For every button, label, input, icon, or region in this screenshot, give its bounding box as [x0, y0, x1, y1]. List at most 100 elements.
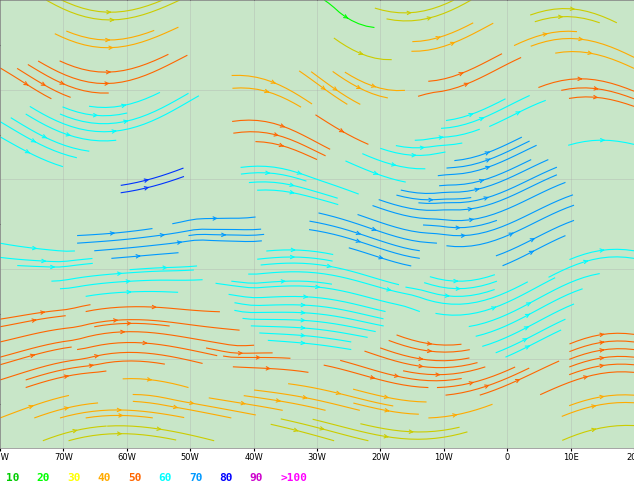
FancyArrowPatch shape	[469, 382, 473, 385]
FancyArrowPatch shape	[600, 333, 604, 337]
FancyArrowPatch shape	[73, 429, 77, 433]
FancyArrowPatch shape	[429, 198, 432, 201]
FancyArrowPatch shape	[359, 51, 363, 54]
FancyArrowPatch shape	[600, 341, 604, 344]
FancyArrowPatch shape	[583, 376, 588, 379]
FancyArrowPatch shape	[119, 414, 122, 417]
FancyArrowPatch shape	[124, 120, 127, 123]
FancyArrowPatch shape	[42, 135, 46, 138]
FancyArrowPatch shape	[459, 73, 463, 75]
FancyArrowPatch shape	[475, 188, 479, 192]
FancyArrowPatch shape	[297, 171, 301, 174]
FancyArrowPatch shape	[530, 239, 534, 242]
FancyArrowPatch shape	[420, 146, 424, 149]
FancyArrowPatch shape	[266, 367, 270, 370]
FancyArrowPatch shape	[453, 414, 456, 417]
FancyArrowPatch shape	[280, 124, 284, 127]
FancyArrowPatch shape	[486, 159, 489, 162]
FancyArrowPatch shape	[385, 409, 389, 412]
FancyArrowPatch shape	[42, 259, 46, 263]
FancyArrowPatch shape	[439, 136, 443, 139]
FancyArrowPatch shape	[407, 11, 411, 15]
FancyArrowPatch shape	[290, 191, 294, 194]
FancyArrowPatch shape	[304, 295, 307, 298]
FancyArrowPatch shape	[469, 114, 473, 117]
FancyArrowPatch shape	[594, 87, 598, 90]
FancyArrowPatch shape	[301, 326, 305, 329]
FancyArrowPatch shape	[526, 303, 531, 306]
FancyArrowPatch shape	[290, 183, 294, 186]
FancyArrowPatch shape	[65, 407, 68, 410]
FancyArrowPatch shape	[372, 227, 376, 231]
FancyArrowPatch shape	[579, 37, 583, 41]
FancyArrowPatch shape	[190, 401, 193, 405]
FancyArrowPatch shape	[336, 391, 340, 394]
FancyArrowPatch shape	[491, 307, 496, 310]
FancyArrowPatch shape	[464, 83, 468, 86]
FancyArrowPatch shape	[41, 311, 44, 314]
FancyArrowPatch shape	[387, 288, 391, 291]
FancyArrowPatch shape	[126, 280, 130, 283]
FancyArrowPatch shape	[31, 139, 36, 142]
FancyArrowPatch shape	[321, 86, 325, 90]
FancyArrowPatch shape	[588, 51, 592, 54]
FancyArrowPatch shape	[479, 118, 484, 121]
FancyArrowPatch shape	[600, 357, 604, 360]
FancyArrowPatch shape	[89, 364, 93, 368]
FancyArrowPatch shape	[427, 349, 431, 352]
FancyArrowPatch shape	[516, 112, 520, 115]
FancyArrowPatch shape	[600, 395, 604, 399]
FancyArrowPatch shape	[327, 264, 331, 268]
FancyArrowPatch shape	[279, 144, 283, 147]
FancyArrowPatch shape	[301, 311, 305, 314]
FancyArrowPatch shape	[110, 18, 113, 22]
FancyArrowPatch shape	[301, 318, 305, 322]
FancyArrowPatch shape	[479, 179, 484, 183]
FancyArrowPatch shape	[24, 82, 28, 85]
Text: 10: 10	[6, 472, 20, 483]
FancyArrowPatch shape	[427, 342, 431, 345]
FancyArrowPatch shape	[238, 351, 242, 355]
FancyArrowPatch shape	[109, 46, 112, 49]
FancyArrowPatch shape	[25, 149, 29, 153]
FancyArrowPatch shape	[122, 104, 126, 107]
FancyArrowPatch shape	[30, 354, 34, 357]
FancyArrowPatch shape	[110, 232, 114, 235]
FancyArrowPatch shape	[290, 255, 294, 259]
FancyArrowPatch shape	[41, 82, 45, 85]
FancyArrowPatch shape	[509, 233, 513, 236]
FancyArrowPatch shape	[144, 179, 148, 182]
FancyArrowPatch shape	[378, 256, 383, 259]
FancyArrowPatch shape	[147, 378, 151, 381]
Text: 90: 90	[250, 472, 263, 483]
FancyArrowPatch shape	[486, 166, 489, 170]
FancyArrowPatch shape	[127, 291, 131, 294]
FancyArrowPatch shape	[592, 428, 595, 432]
FancyArrowPatch shape	[136, 255, 139, 258]
Text: Streamlines 200 hPa [kts] ECMWF: Streamlines 200 hPa [kts] ECMWF	[6, 460, 200, 470]
FancyArrowPatch shape	[412, 153, 415, 157]
FancyArrowPatch shape	[107, 71, 110, 74]
FancyArrowPatch shape	[543, 33, 547, 36]
FancyArrowPatch shape	[143, 341, 146, 344]
Text: 80: 80	[219, 472, 233, 483]
FancyArrowPatch shape	[152, 305, 156, 309]
FancyArrowPatch shape	[320, 427, 324, 430]
FancyArrowPatch shape	[462, 234, 465, 237]
FancyArrowPatch shape	[356, 231, 360, 235]
FancyArrowPatch shape	[484, 197, 488, 200]
FancyArrowPatch shape	[301, 334, 304, 337]
FancyArrowPatch shape	[112, 130, 116, 133]
FancyArrowPatch shape	[301, 303, 305, 307]
FancyArrowPatch shape	[484, 385, 489, 388]
FancyArrowPatch shape	[419, 365, 423, 368]
FancyArrowPatch shape	[450, 42, 455, 46]
FancyArrowPatch shape	[117, 408, 121, 412]
FancyArrowPatch shape	[117, 272, 121, 275]
FancyArrowPatch shape	[584, 260, 588, 264]
FancyArrowPatch shape	[600, 139, 604, 142]
FancyArrowPatch shape	[593, 96, 597, 99]
FancyArrowPatch shape	[356, 85, 361, 89]
FancyArrowPatch shape	[524, 327, 528, 330]
FancyArrowPatch shape	[436, 373, 439, 376]
